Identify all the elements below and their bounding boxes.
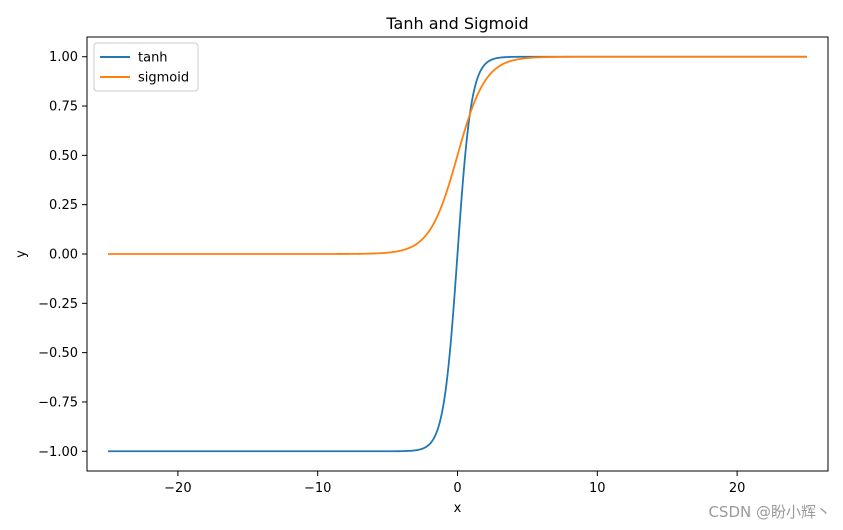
- series-line-sigmoid: [107, 55, 808, 255]
- y-axis-ticks: −1.00 −0.75 −0.50 −0.25 0.00 0.25 0.50 0.75 1.00: [38, 50, 87, 460]
- y-tick-label: 0.50: [49, 149, 78, 164]
- y-tick-label: 0.00: [49, 248, 78, 263]
- legend-box: [93, 42, 199, 92]
- legend-label-sigmoid: sigmoid: [138, 71, 189, 86]
- x-tick-label: 0: [453, 481, 461, 496]
- y-tick-label: −0.75: [38, 395, 78, 410]
- y-tick-label: 0.75: [49, 100, 78, 115]
- plot-lines: [107, 55, 808, 453]
- legend-label-tanh: tanh: [138, 51, 168, 66]
- y-axis-label: y: [14, 250, 29, 258]
- y-tick-label: 0.25: [49, 198, 78, 213]
- y-tick-label: −0.25: [38, 297, 78, 312]
- x-axis-label: x: [454, 501, 462, 516]
- y-tick-label: −0.50: [38, 346, 78, 361]
- legend: tanh sigmoid: [93, 42, 199, 92]
- x-tick-label: −10: [304, 481, 331, 496]
- y-tick-label: −1.00: [38, 445, 78, 460]
- x-tick-label: 20: [729, 481, 746, 496]
- y-tick-label: 1.00: [49, 50, 78, 65]
- x-tick-label: −20: [164, 481, 191, 496]
- chart-title: Tanh and Sigmoid: [385, 14, 528, 33]
- x-axis-ticks: −20 −10 0 10 20: [164, 471, 745, 496]
- x-tick-label: 10: [589, 481, 606, 496]
- watermark: CSDN @盼小辉丶: [708, 503, 831, 521]
